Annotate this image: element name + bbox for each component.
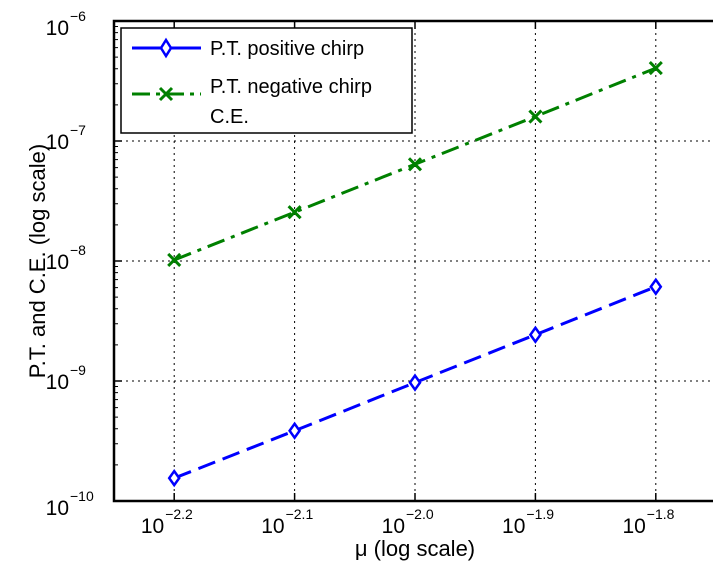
y-tick-exponent: −7 xyxy=(70,122,86,138)
y-tick-label: 10−9 xyxy=(46,362,87,394)
y-tick-base: 10 xyxy=(46,497,69,520)
y-tick-base: 10 xyxy=(46,251,69,274)
y-tick-label: 10−8 xyxy=(46,242,87,274)
data-point-x xyxy=(167,252,182,268)
y-tick-label: 10−10 xyxy=(46,488,94,520)
x-tick-label: 10−2.0 xyxy=(382,506,434,538)
x-tick-exponent: −2.0 xyxy=(406,506,434,522)
x-tick-exponent: −2.2 xyxy=(165,506,193,522)
axis-ticks xyxy=(114,20,657,502)
x-tick-label: 10−1.9 xyxy=(502,506,554,538)
y-tick-base: 10 xyxy=(46,17,69,40)
data-point-x xyxy=(528,109,543,124)
legend-label-positive: P.T. positive chirp xyxy=(210,38,364,60)
y-tick-exponent: −9 xyxy=(70,362,86,378)
y-tick-exponent: −10 xyxy=(70,488,94,504)
x-tick-labels: 10−2.210−2.110−2.010−1.910−1.8 xyxy=(141,506,675,538)
x-tick-exponent: −2.1 xyxy=(286,506,314,522)
y-tick-base: 10 xyxy=(46,371,69,394)
x-tick-label: 10−2.2 xyxy=(141,506,193,538)
data-point-diamond xyxy=(528,325,542,344)
x-axis-label: μ (log scale) xyxy=(355,536,475,561)
data-point-diamond xyxy=(167,469,181,488)
data-point-x xyxy=(287,205,302,220)
x-tick-exponent: −1.9 xyxy=(526,506,554,522)
series-line-0 xyxy=(173,285,657,480)
data-point-diamond xyxy=(408,373,422,392)
x-tick-base: 10 xyxy=(622,515,645,538)
series-markers xyxy=(167,61,663,488)
data-point-diamond xyxy=(649,277,663,296)
y-tick-exponent: −6 xyxy=(70,8,86,24)
data-point-x xyxy=(648,61,663,76)
x-tick-base: 10 xyxy=(261,515,284,538)
y-tick-exponent: −8 xyxy=(70,242,86,258)
x-tick-exponent: −1.8 xyxy=(647,506,675,522)
legend-label-ce: C.E. xyxy=(210,106,249,128)
x-tick-label: 10−2.1 xyxy=(261,506,313,538)
legend-marker-diamond xyxy=(159,37,173,59)
legend: P.T. positive chirp P.T. negative chirp … xyxy=(120,27,413,134)
y-tick-label: 10−7 xyxy=(46,122,87,154)
data-point-diamond xyxy=(288,421,302,440)
y-axis-label: P.T. and C.E. (log scale) xyxy=(25,144,50,378)
x-tick-label: 10−1.8 xyxy=(622,506,674,538)
legend-label-negative: P.T. negative chirp xyxy=(210,76,372,98)
x-tick-base: 10 xyxy=(382,515,405,538)
x-tick-base: 10 xyxy=(502,515,525,538)
y-tick-label: 10−6 xyxy=(46,8,87,40)
data-point-x xyxy=(407,157,423,172)
x-tick-base: 10 xyxy=(141,515,164,538)
y-tick-base: 10 xyxy=(46,131,69,154)
legend-marker-x xyxy=(158,86,174,102)
